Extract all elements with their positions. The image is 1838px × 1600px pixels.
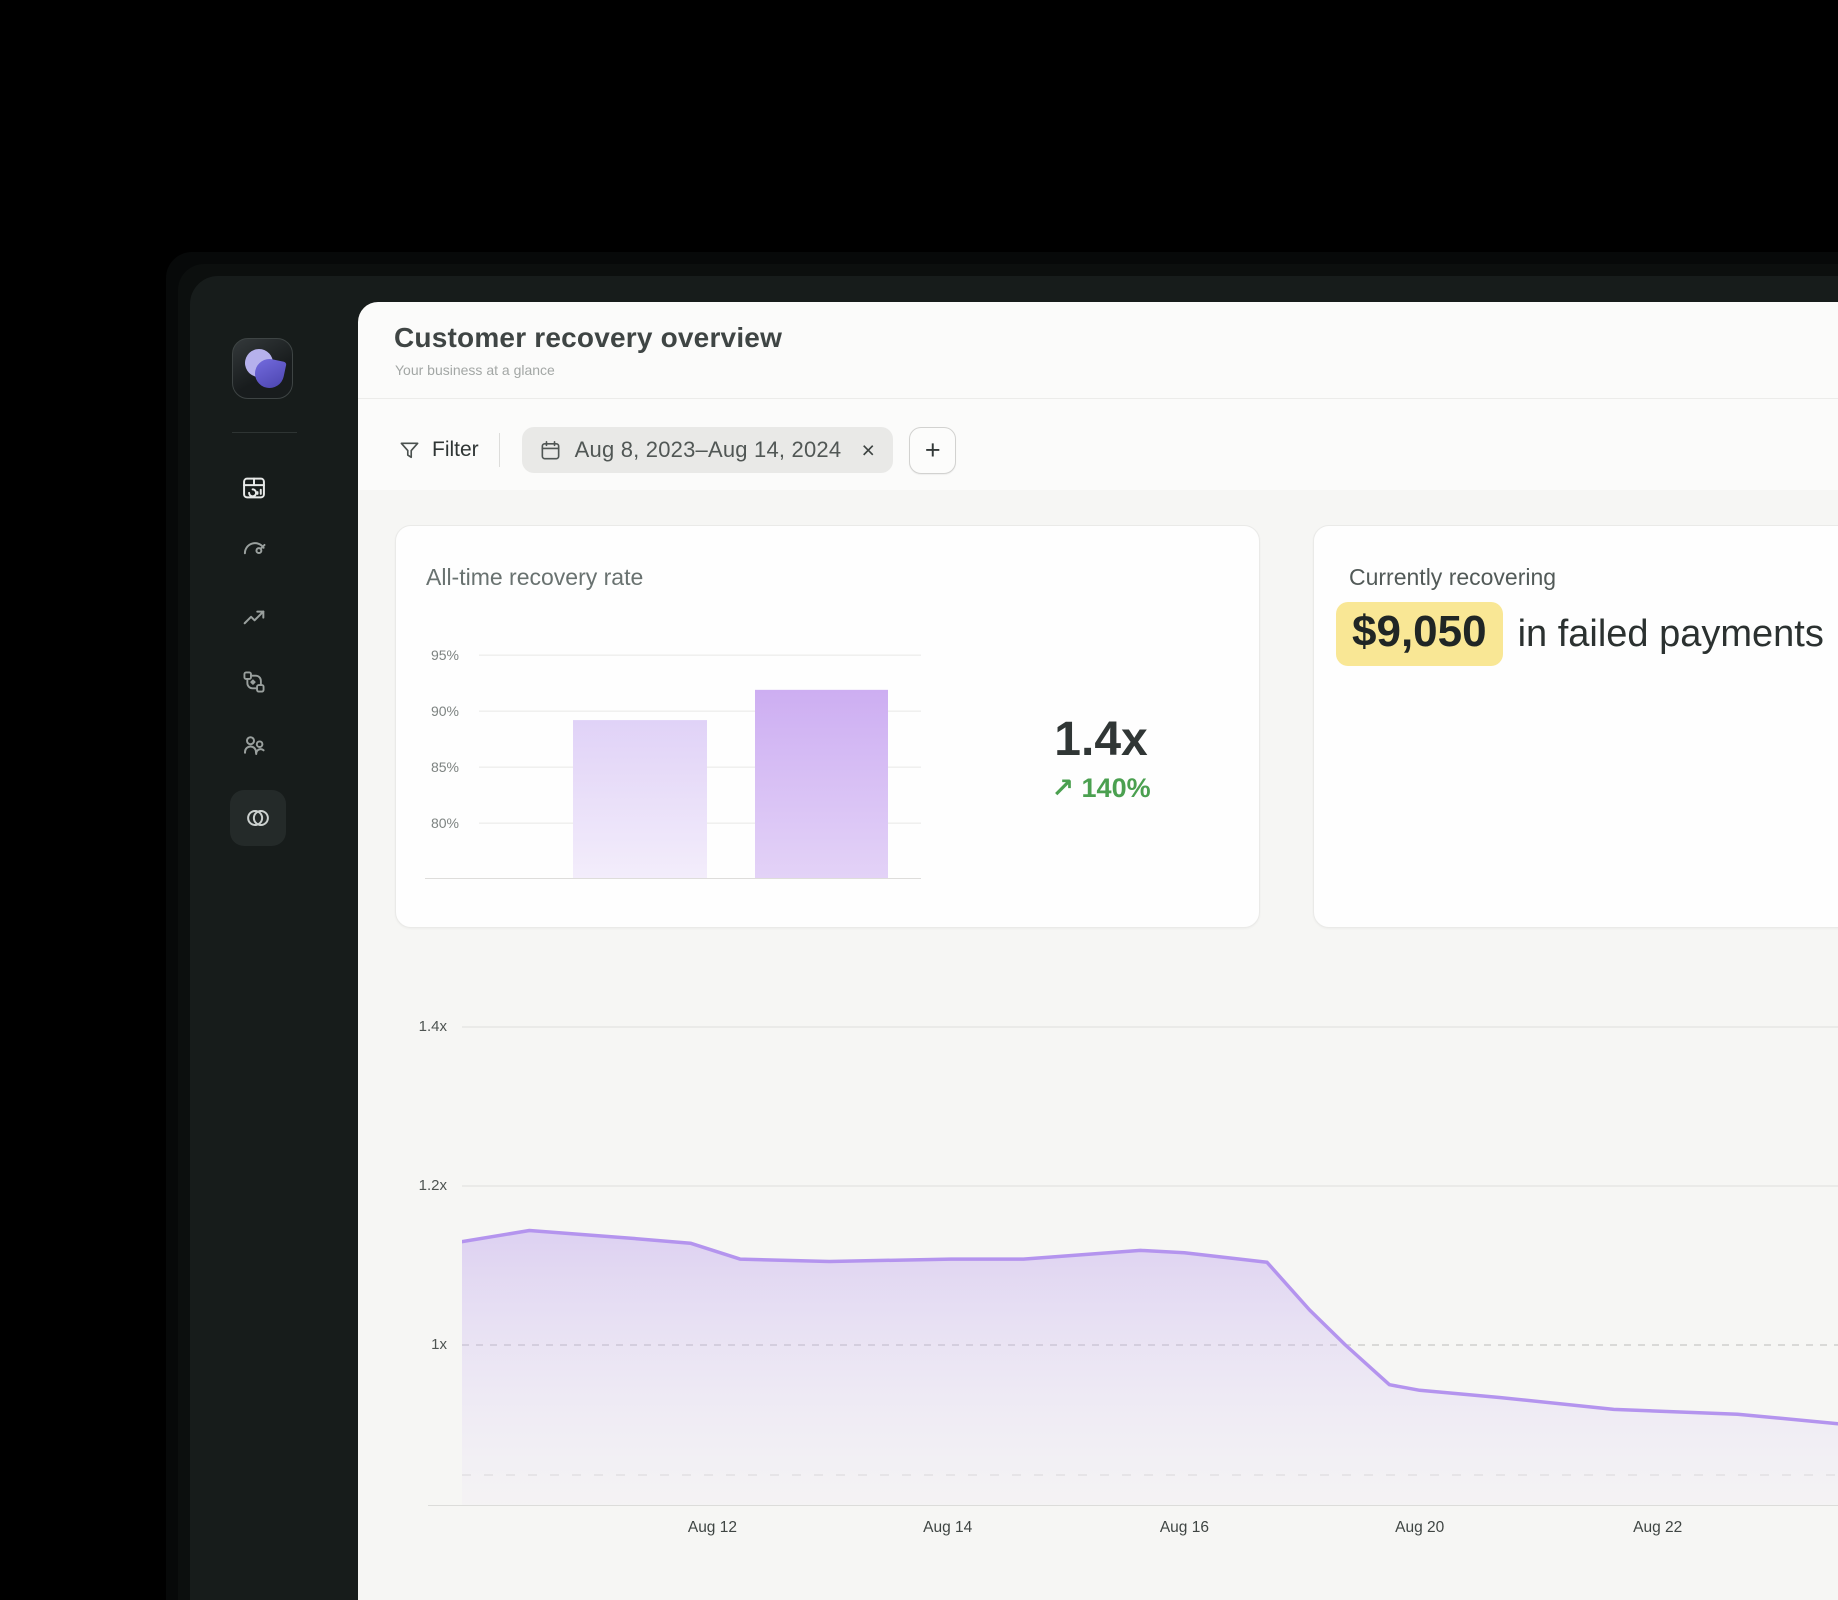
sidebar — [190, 276, 358, 1600]
sidebar-item-customers[interactable] — [240, 730, 268, 758]
bar-previous-period[interactable] — [573, 720, 707, 878]
add-filter-button[interactable]: + — [909, 426, 957, 474]
page-title: Customer recovery overview — [394, 322, 783, 353]
filter-bar: Filter Aug 8, 2023–Aug 14, 2024 × — [398, 426, 957, 474]
card-title: Currently recovering — [1349, 564, 1557, 590]
recovery-venn-icon — [243, 803, 273, 833]
clear-date-filter-button[interactable]: × — [851, 431, 885, 469]
sidebar-item-trends[interactable] — [240, 604, 268, 632]
bar-chart-svg: 95% 90% 85% 80% — [425, 647, 921, 879]
trend-up-icon — [240, 604, 268, 632]
area-x-tick-label: Aug 22 — [1633, 1519, 1683, 1536]
app-window: Customer recovery overview Your business… — [190, 276, 1838, 1600]
area-x-tick-label: Aug 14 — [923, 1519, 973, 1536]
area-x-tick-label: Aug 12 — [687, 1519, 737, 1536]
sidebar-item-workflows[interactable] — [240, 668, 268, 696]
recovery-area-chart — [462, 1026, 1838, 1505]
delta-value: 140% — [1081, 773, 1151, 803]
app-logo[interactable] — [232, 338, 293, 399]
date-range-chip[interactable]: Aug 8, 2023–Aug 14, 2024 × — [521, 427, 894, 473]
filter-funnel-icon — [398, 439, 421, 462]
close-icon: × — [861, 436, 875, 463]
sidebar-item-performance[interactable] — [240, 534, 268, 562]
stat-delta: ↗ 140% — [951, 773, 1251, 804]
area-line[interactable] — [462, 1228, 1838, 1426]
date-range-value: Aug 8, 2023–Aug 14, 2024 — [574, 437, 842, 462]
recovering-amount-row: $9,050 in failed payments — [1336, 602, 1824, 666]
users-icon — [240, 730, 268, 758]
sidebar-divider — [232, 432, 297, 433]
area-x-tick-label: Aug 20 — [1395, 1519, 1445, 1536]
card-recovery-rate: All-time recovery rate 95% 90% 85% 80% — [395, 525, 1260, 928]
filter-label[interactable]: Filter — [432, 438, 479, 461]
plus-icon: + — [924, 434, 941, 465]
area-chart-x-axis-line — [428, 1505, 1838, 1506]
header-divider — [358, 398, 1838, 399]
area-fill — [462, 1230, 1838, 1505]
bar-current-period[interactable] — [755, 689, 888, 878]
sidebar-item-dashboard[interactable] — [240, 474, 268, 502]
recovery-multiple-stat: 1.4x ↗ 140% — [951, 714, 1251, 804]
bar-y-tick-label: 90% — [431, 703, 459, 719]
area-y-tick-label: 1.2x — [418, 1177, 447, 1194]
main-panel: Customer recovery overview Your business… — [358, 302, 1838, 1600]
amount-suffix: in failed payments — [1517, 612, 1824, 655]
area-x-tick-label: Aug 16 — [1159, 1519, 1209, 1536]
arrow-up-right-icon: ↗ — [1051, 773, 1075, 803]
calendar-icon — [539, 439, 562, 462]
workflow-icon — [240, 668, 268, 696]
area-y-tick-label: 1.4x — [418, 1018, 447, 1035]
card-currently-recovering: Currently recovering $9,050 in failed pa… — [1313, 525, 1838, 928]
card-title: All-time recovery rate — [426, 564, 644, 590]
gauge-icon — [240, 534, 268, 562]
page-subtitle: Your business at a glance — [395, 362, 555, 378]
bar-y-tick-label: 80% — [431, 815, 459, 831]
filter-divider — [498, 433, 500, 467]
amount-highlight: $9,050 — [1336, 602, 1503, 666]
area-chart-y-axis: 1.4x 1.2x 1x — [358, 1005, 447, 1525]
area-y-tick-label: 1x — [431, 1336, 447, 1353]
dashboard-icon — [240, 474, 268, 502]
bar-y-tick-label: 95% — [431, 647, 459, 663]
bar-y-tick-label: 85% — [431, 759, 459, 775]
stat-value: 1.4x — [1054, 713, 1148, 766]
recovery-rate-bar-chart: 95% 90% 85% 80% — [425, 638, 921, 880]
area-chart-x-axis: Aug 12 Aug 14 Aug 16 Aug 20 Aug 22 — [462, 1519, 1838, 1545]
sidebar-item-recovery-active[interactable] — [230, 790, 286, 846]
